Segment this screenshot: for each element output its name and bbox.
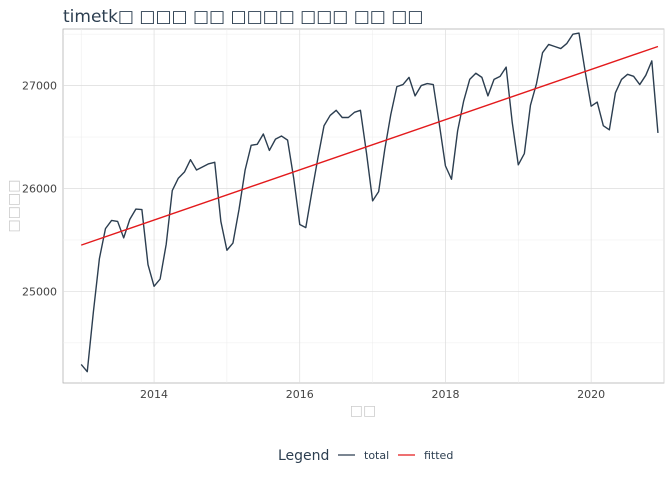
series-layer (80, 32, 659, 373)
x-axis-title: □□ (350, 403, 376, 419)
legend-label-fitted: fitted (424, 449, 453, 462)
y-tick-label: 25000 (22, 285, 57, 298)
legend-title: Legend (278, 448, 329, 464)
series-line-fitted (80, 45, 659, 246)
y-tick-label: 27000 (22, 80, 57, 93)
plot-panel (62, 28, 665, 384)
x-tick-label: 2018 (431, 388, 459, 401)
y-axis: 25000 26000 27000 (22, 80, 57, 299)
x-tick-label: 2020 (577, 388, 605, 401)
series-line-total (80, 32, 659, 373)
x-tick-label: 2016 (286, 388, 314, 401)
legend-label-total: total (364, 449, 389, 462)
x-tick-label: 2014 (140, 388, 168, 401)
y-tick-label: 26000 (22, 183, 57, 196)
legend: Legend total fitted (278, 448, 453, 464)
grid (63, 29, 665, 383)
y-axis-title: □□□□ (6, 180, 22, 233)
chart-title: timetk□ □□□ □□ □□□□ □□□ □□ □□ (63, 7, 423, 27)
x-axis: 2014 2016 2018 2020 (140, 388, 605, 401)
